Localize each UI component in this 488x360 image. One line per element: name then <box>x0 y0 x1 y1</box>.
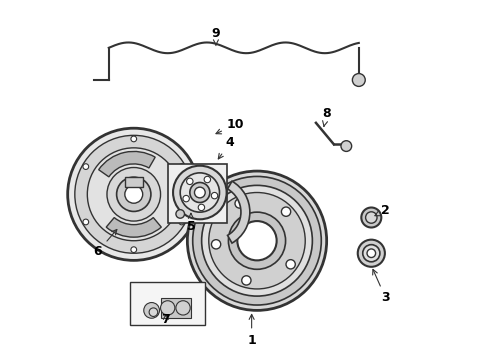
Circle shape <box>340 141 351 152</box>
Circle shape <box>176 210 184 218</box>
Circle shape <box>131 247 136 252</box>
Circle shape <box>211 240 220 249</box>
Circle shape <box>201 185 312 296</box>
Circle shape <box>183 195 189 202</box>
Text: 3: 3 <box>372 269 389 305</box>
Text: 6: 6 <box>94 229 117 258</box>
Text: 1: 1 <box>247 314 256 347</box>
Circle shape <box>208 193 305 289</box>
Circle shape <box>357 240 384 267</box>
Text: 4: 4 <box>218 136 234 159</box>
Circle shape <box>87 148 180 241</box>
Circle shape <box>203 176 210 183</box>
Circle shape <box>366 249 375 257</box>
Circle shape <box>194 187 205 198</box>
Circle shape <box>211 192 217 199</box>
Circle shape <box>67 128 200 260</box>
Circle shape <box>160 301 175 315</box>
Text: 9: 9 <box>211 27 220 46</box>
Circle shape <box>143 302 159 318</box>
Circle shape <box>107 167 160 221</box>
Circle shape <box>228 212 285 269</box>
Circle shape <box>131 136 136 142</box>
Circle shape <box>149 308 157 316</box>
Text: 10: 10 <box>216 118 244 134</box>
Circle shape <box>83 219 88 225</box>
Circle shape <box>198 204 204 211</box>
Bar <box>160 298 190 318</box>
Circle shape <box>237 221 276 260</box>
Circle shape <box>361 207 381 228</box>
Circle shape <box>124 185 142 203</box>
Circle shape <box>83 164 88 170</box>
Bar <box>124 177 142 187</box>
Circle shape <box>180 173 219 212</box>
Circle shape <box>173 166 226 219</box>
Circle shape <box>192 176 321 305</box>
Circle shape <box>189 183 209 203</box>
Wedge shape <box>106 217 161 237</box>
Text: 8: 8 <box>322 107 330 126</box>
Text: 2: 2 <box>374 204 389 217</box>
Circle shape <box>362 245 379 262</box>
Bar <box>167 164 226 223</box>
Text: 5: 5 <box>186 213 195 233</box>
Circle shape <box>285 260 295 269</box>
Circle shape <box>176 301 190 315</box>
Circle shape <box>179 219 184 225</box>
Circle shape <box>116 177 151 211</box>
Circle shape <box>75 135 192 253</box>
Circle shape <box>179 164 184 170</box>
Circle shape <box>281 207 290 216</box>
Circle shape <box>352 73 365 86</box>
Circle shape <box>235 199 244 208</box>
Wedge shape <box>227 181 249 243</box>
Bar <box>130 282 205 325</box>
Circle shape <box>241 276 250 285</box>
Wedge shape <box>99 152 155 177</box>
Circle shape <box>187 171 326 310</box>
Circle shape <box>186 178 193 185</box>
Text: 7: 7 <box>161 313 170 326</box>
Circle shape <box>365 212 376 223</box>
